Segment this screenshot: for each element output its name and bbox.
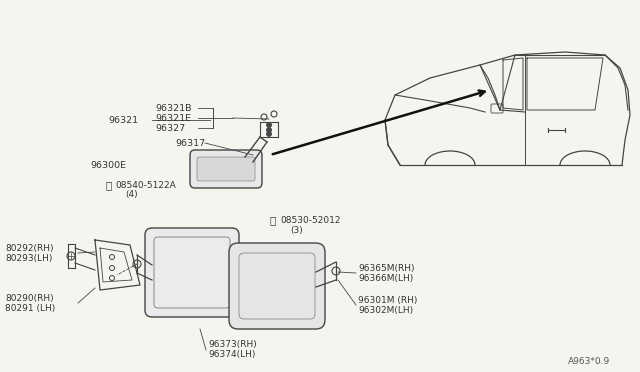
Text: Ⓢ: Ⓢ <box>270 215 276 225</box>
Text: 96317: 96317 <box>175 138 205 148</box>
Text: 96321: 96321 <box>108 115 138 125</box>
Text: 96365M(RH): 96365M(RH) <box>358 263 415 273</box>
Text: 96327: 96327 <box>155 124 185 132</box>
Circle shape <box>266 122 271 128</box>
Text: 80290(RH): 80290(RH) <box>5 294 54 302</box>
Text: 96321E: 96321E <box>155 113 191 122</box>
Text: 96374(LH): 96374(LH) <box>208 350 255 359</box>
Circle shape <box>266 128 271 132</box>
FancyBboxPatch shape <box>197 157 255 181</box>
Text: 96301M (RH): 96301M (RH) <box>358 295 417 305</box>
Text: (3): (3) <box>290 225 303 234</box>
Text: 96302M(LH): 96302M(LH) <box>358 305 413 314</box>
Text: 80291 (LH): 80291 (LH) <box>5 304 55 312</box>
Text: 96321B: 96321B <box>155 103 191 112</box>
Text: Ⓢ: Ⓢ <box>105 180 111 190</box>
FancyBboxPatch shape <box>190 150 262 188</box>
Circle shape <box>266 131 271 137</box>
Text: 96300E: 96300E <box>90 160 126 170</box>
Text: 08530-52012: 08530-52012 <box>280 215 340 224</box>
Text: 80293(LH): 80293(LH) <box>5 253 52 263</box>
Text: 96366M(LH): 96366M(LH) <box>358 273 413 282</box>
Text: (4): (4) <box>125 189 138 199</box>
Text: 80292(RH): 80292(RH) <box>5 244 54 253</box>
Text: 96373(RH): 96373(RH) <box>208 340 257 350</box>
Text: A963*0.9: A963*0.9 <box>568 357 610 366</box>
FancyBboxPatch shape <box>145 228 239 317</box>
FancyBboxPatch shape <box>491 104 503 113</box>
Text: 08540-5122A: 08540-5122A <box>115 180 176 189</box>
FancyBboxPatch shape <box>229 243 325 329</box>
